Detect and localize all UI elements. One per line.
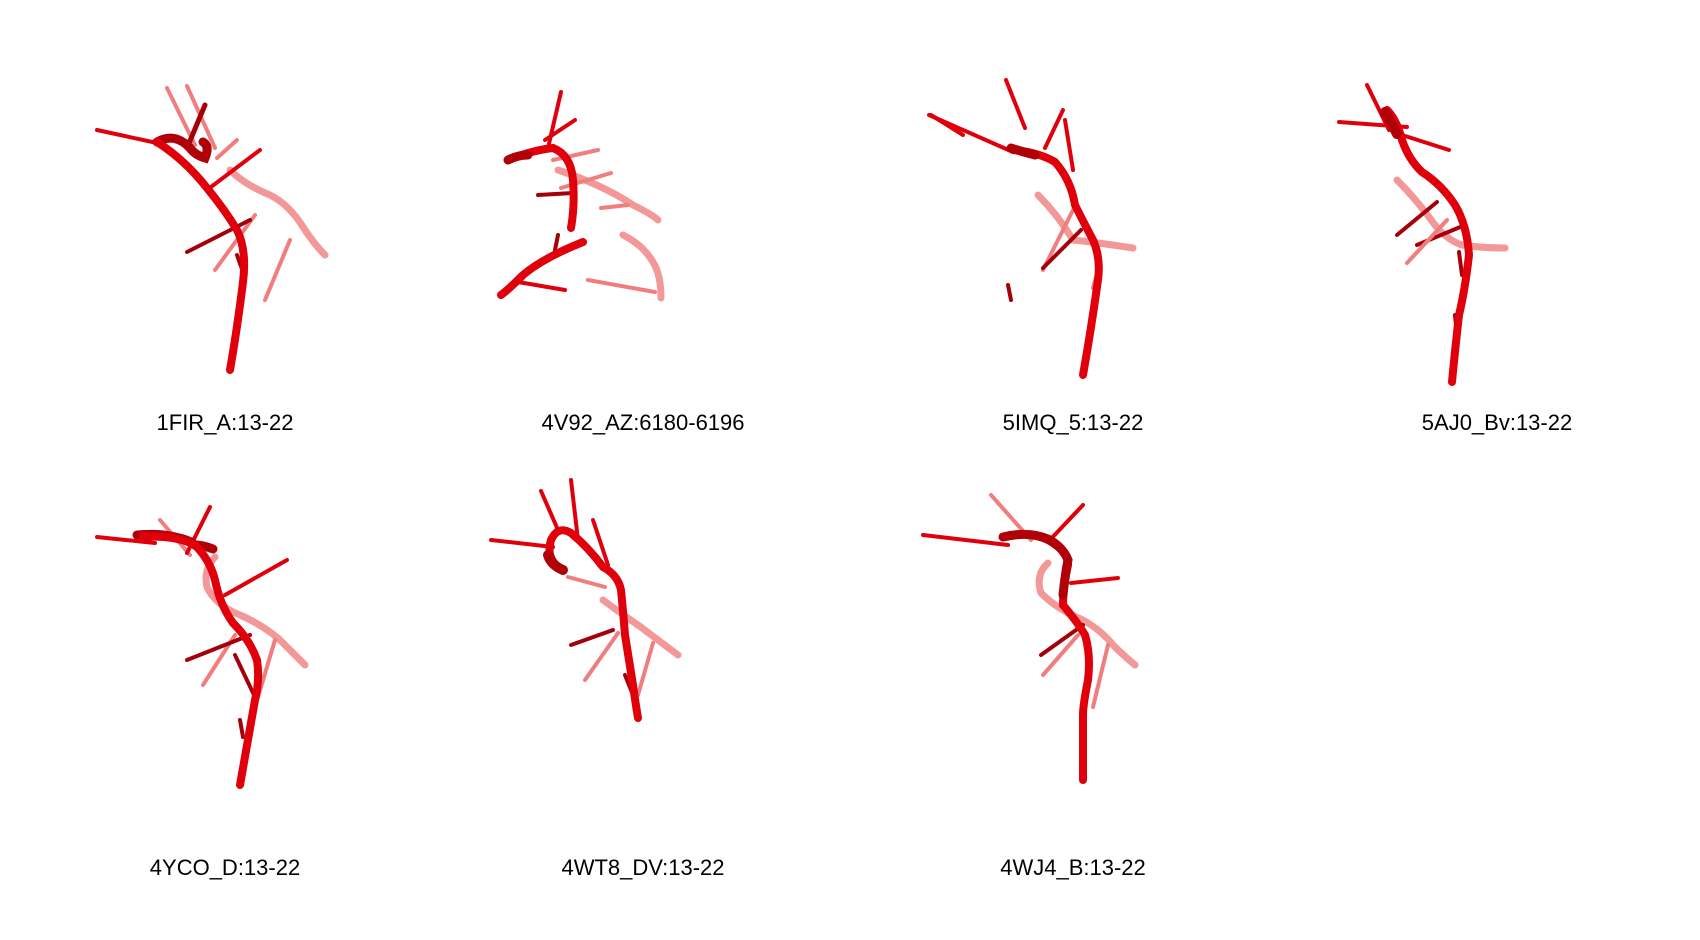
- rna-backbone-render-3: [923, 30, 1223, 420]
- base-stick: [1093, 645, 1108, 707]
- base-stick: [1008, 285, 1011, 300]
- base-stick: [491, 540, 553, 547]
- backbone-trace: [1013, 150, 1099, 375]
- backbone-trace: [143, 537, 258, 785]
- backbone-trace-faded: [1397, 180, 1505, 248]
- base-stick: [568, 577, 605, 587]
- backbone-trace-faded: [603, 600, 678, 655]
- base-stick: [518, 282, 565, 290]
- backbone-trace: [548, 555, 563, 570]
- base-stick: [225, 560, 287, 595]
- base-stick: [217, 140, 237, 158]
- base-stick: [240, 720, 243, 737]
- structure-panel-2: 4V92_AZ:6180-6196: [493, 30, 793, 450]
- base-stick: [1065, 120, 1073, 170]
- structure-panel-7: 4WJ4_B:13-22: [923, 475, 1223, 895]
- base-stick: [1459, 252, 1462, 275]
- structure-label-7: 4WJ4_B:13-22: [923, 855, 1223, 881]
- structure-panel-5: 4YCO_D:13-22: [75, 475, 375, 895]
- structure-label-1: 1FIR_A:13-22: [75, 410, 375, 436]
- rna-backbone-render-1: [75, 30, 375, 420]
- base-stick: [601, 205, 628, 208]
- rna-backbone-render-4: [1347, 30, 1647, 420]
- structure-panel-6: 4WT8_DV:13-22: [493, 475, 793, 895]
- structure-panel-3: 5IMQ_5:13-22: [923, 30, 1223, 450]
- backbone-trace: [1003, 534, 1068, 595]
- rna-backbone-render-7: [923, 475, 1223, 865]
- base-stick: [265, 240, 290, 300]
- backbone-trace: [157, 142, 244, 370]
- rna-backbone-render-2: [493, 30, 793, 420]
- structure-label-2: 4V92_AZ:6180-6196: [493, 410, 793, 436]
- base-stick: [555, 235, 558, 250]
- base-stick: [588, 280, 655, 292]
- base-stick: [923, 535, 1008, 545]
- base-stick: [929, 115, 1013, 152]
- structure-label-3: 5IMQ_5:13-22: [923, 410, 1223, 436]
- backbone-trace: [550, 530, 639, 718]
- base-stick: [638, 643, 653, 695]
- structure-panel-4: 5AJ0_Bv:13-22: [1347, 30, 1647, 450]
- rna-backbone-render-6: [493, 475, 793, 865]
- base-stick: [235, 655, 255, 697]
- base-stick: [1407, 220, 1447, 263]
- base-stick: [538, 193, 573, 195]
- base-stick: [1071, 578, 1118, 583]
- base-stick: [1048, 505, 1083, 542]
- backbone-trace: [508, 155, 528, 160]
- structure-label-4: 5AJ0_Bv:13-22: [1347, 410, 1647, 436]
- base-stick: [97, 130, 157, 143]
- backbone-trace: [1003, 535, 1089, 780]
- base-stick: [187, 635, 250, 660]
- structure-label-6: 4WT8_DV:13-22: [493, 855, 793, 881]
- base-stick: [541, 491, 558, 530]
- base-stick: [1045, 110, 1063, 148]
- rna-backbone-render-5: [75, 475, 375, 865]
- base-stick: [548, 92, 561, 148]
- base-stick: [1006, 80, 1025, 128]
- base-stick: [571, 630, 613, 645]
- base-stick: [545, 120, 575, 140]
- structure-label-5: 4YCO_D:13-22: [75, 855, 375, 881]
- structure-panel-1: 1FIR_A:13-22: [75, 30, 375, 450]
